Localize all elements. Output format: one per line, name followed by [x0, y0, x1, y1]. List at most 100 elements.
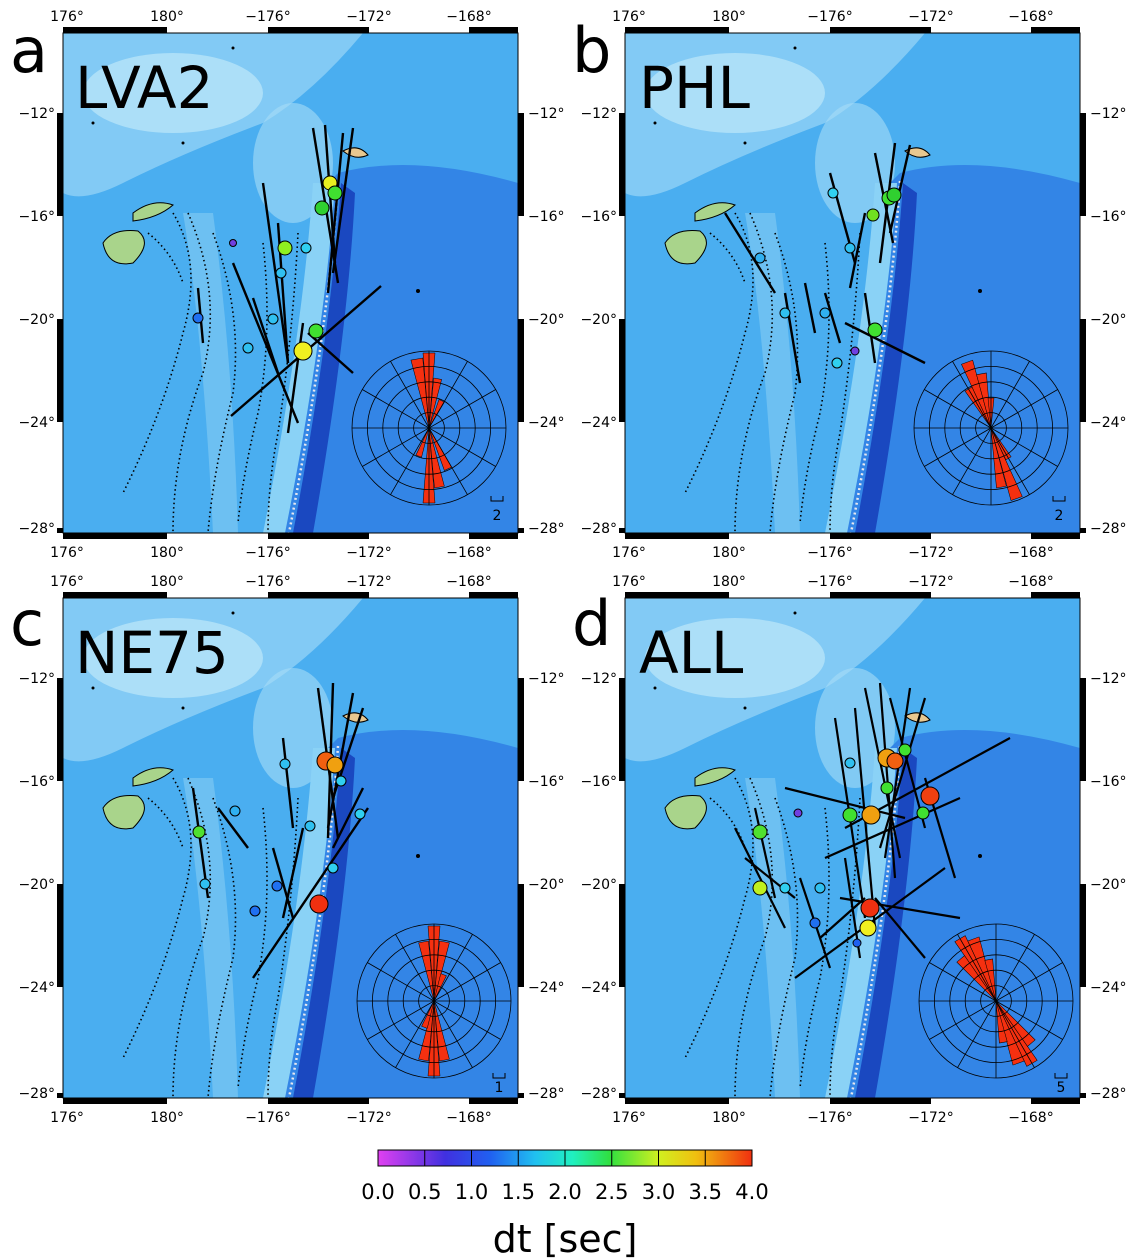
frame-bar	[1031, 27, 1080, 33]
lon-tick-label: 176°	[50, 574, 84, 590]
lon-tick-label: −168°	[1008, 574, 1053, 590]
panel-c: 1 NE75	[63, 598, 518, 1098]
lon-tick-label: −172°	[908, 574, 953, 590]
lon-tick-label: −172°	[908, 9, 953, 25]
scale-bar	[492, 1073, 506, 1079]
lat-tick-label: −24°	[528, 980, 565, 996]
station-label: ALL	[639, 619, 743, 687]
panel-letter: a	[10, 14, 48, 87]
scale-label: 2	[1055, 508, 1064, 524]
lon-tick-label: −168°	[1008, 545, 1053, 561]
frame-bar	[518, 1093, 524, 1098]
panel-a: 2 LVA2	[63, 33, 518, 533]
frame-bar	[518, 113, 524, 216]
lon-tick-label: 176°	[612, 9, 646, 25]
lon-tick-label: −172°	[908, 1110, 953, 1126]
frame-bar	[518, 528, 524, 533]
colorbar-tick-label: 1.0	[455, 1180, 488, 1204]
lon-tick-label: −172°	[346, 574, 391, 590]
lon-tick-label: −172°	[346, 9, 391, 25]
lat-tick-label: −24°	[528, 415, 565, 431]
lat-tick-label: −12°	[18, 106, 55, 122]
panel-b: 2 PHL	[625, 33, 1080, 533]
lat-tick-label: −20°	[18, 877, 55, 893]
station-label: LVA2	[75, 54, 214, 122]
panel-letter: d	[572, 587, 611, 660]
lat-tick-label: −28°	[18, 1086, 55, 1102]
lat-tick-label: −16°	[528, 209, 565, 225]
lon-tick-label: −176°	[245, 1110, 290, 1126]
lon-tick-label: −168°	[446, 545, 491, 561]
lat-tick-label: −24°	[18, 415, 55, 431]
frame-bar	[268, 27, 369, 33]
panel-letter: c	[10, 587, 44, 660]
frame-bar	[625, 1098, 729, 1104]
lat-tick-label: −20°	[18, 312, 55, 328]
frame-bar	[63, 592, 167, 598]
rose-diagram	[918, 923, 1074, 1079]
splitting-dots	[752, 743, 940, 948]
lat-tick-label: −28°	[1090, 1086, 1127, 1102]
lon-tick-label: −176°	[807, 545, 852, 561]
lon-tick-label: −176°	[807, 1110, 852, 1126]
frame-bar	[57, 113, 63, 216]
lat-tick-label: −20°	[580, 312, 617, 328]
frame-bar	[1080, 678, 1086, 781]
lat-tick-label: −28°	[18, 521, 55, 537]
frame-bar	[1080, 1093, 1086, 1098]
colorbar-tick-label: 4.0	[735, 1180, 768, 1204]
frame-bar	[57, 528, 63, 533]
scale-label: 1	[495, 1080, 504, 1096]
lat-tick-label: −20°	[528, 877, 565, 893]
frame-bar	[268, 1098, 369, 1104]
frame-bar	[625, 533, 729, 539]
scale-bar	[1054, 1073, 1068, 1079]
splitting-dots	[192, 751, 366, 917]
lon-tick-label: 180°	[150, 545, 184, 561]
lon-tick-label: 180°	[150, 1110, 184, 1126]
splitting-dots	[192, 175, 343, 361]
lat-tick-label: −28°	[580, 1086, 617, 1102]
lat-tick-label: −12°	[580, 671, 617, 687]
lon-tick-label: −176°	[245, 574, 290, 590]
frame-bar	[518, 319, 524, 422]
lon-tick-label: 176°	[50, 9, 84, 25]
lon-tick-label: −168°	[446, 9, 491, 25]
lon-tick-label: 180°	[150, 9, 184, 25]
lon-tick-label: −172°	[346, 545, 391, 561]
frame-bar	[830, 533, 931, 539]
lon-tick-label: −172°	[908, 545, 953, 561]
frame-bar	[469, 1098, 518, 1104]
splitting-dots	[754, 187, 902, 369]
lat-tick-label: −12°	[580, 106, 617, 122]
colorbar-tick-label: 0.0	[361, 1180, 394, 1204]
frame-bar	[1031, 533, 1080, 539]
lat-tick-label: −12°	[528, 106, 565, 122]
lon-tick-label: −176°	[245, 9, 290, 25]
frame-bar	[469, 533, 518, 539]
lat-tick-label: −24°	[1090, 980, 1127, 996]
frame-bar	[619, 113, 625, 216]
lat-tick-label: −20°	[1090, 312, 1127, 328]
lon-tick-label: 176°	[612, 574, 646, 590]
frame-bar	[518, 678, 524, 781]
lat-tick-label: −20°	[1090, 877, 1127, 893]
frame-bar	[619, 1093, 625, 1098]
colorbar-tick-label: 2.5	[595, 1180, 628, 1204]
lat-tick-label: −16°	[18, 774, 55, 790]
frame-bar	[63, 27, 167, 33]
rose-diagram	[351, 350, 507, 506]
lon-tick-label: 180°	[712, 574, 746, 590]
lon-tick-label: 180°	[712, 1110, 746, 1126]
lat-tick-label: −12°	[1090, 106, 1127, 122]
lat-tick-label: −28°	[528, 1086, 565, 1102]
colorbar-tick-label: 2.0	[548, 1180, 581, 1204]
lon-tick-label: −168°	[1008, 1110, 1053, 1126]
scale-label: 5	[1057, 1080, 1066, 1096]
lat-tick-label: −16°	[580, 774, 617, 790]
colorbar-tick-label: 3.5	[689, 1180, 722, 1204]
scale-bar	[1052, 496, 1066, 502]
lat-tick-label: −24°	[1090, 415, 1127, 431]
